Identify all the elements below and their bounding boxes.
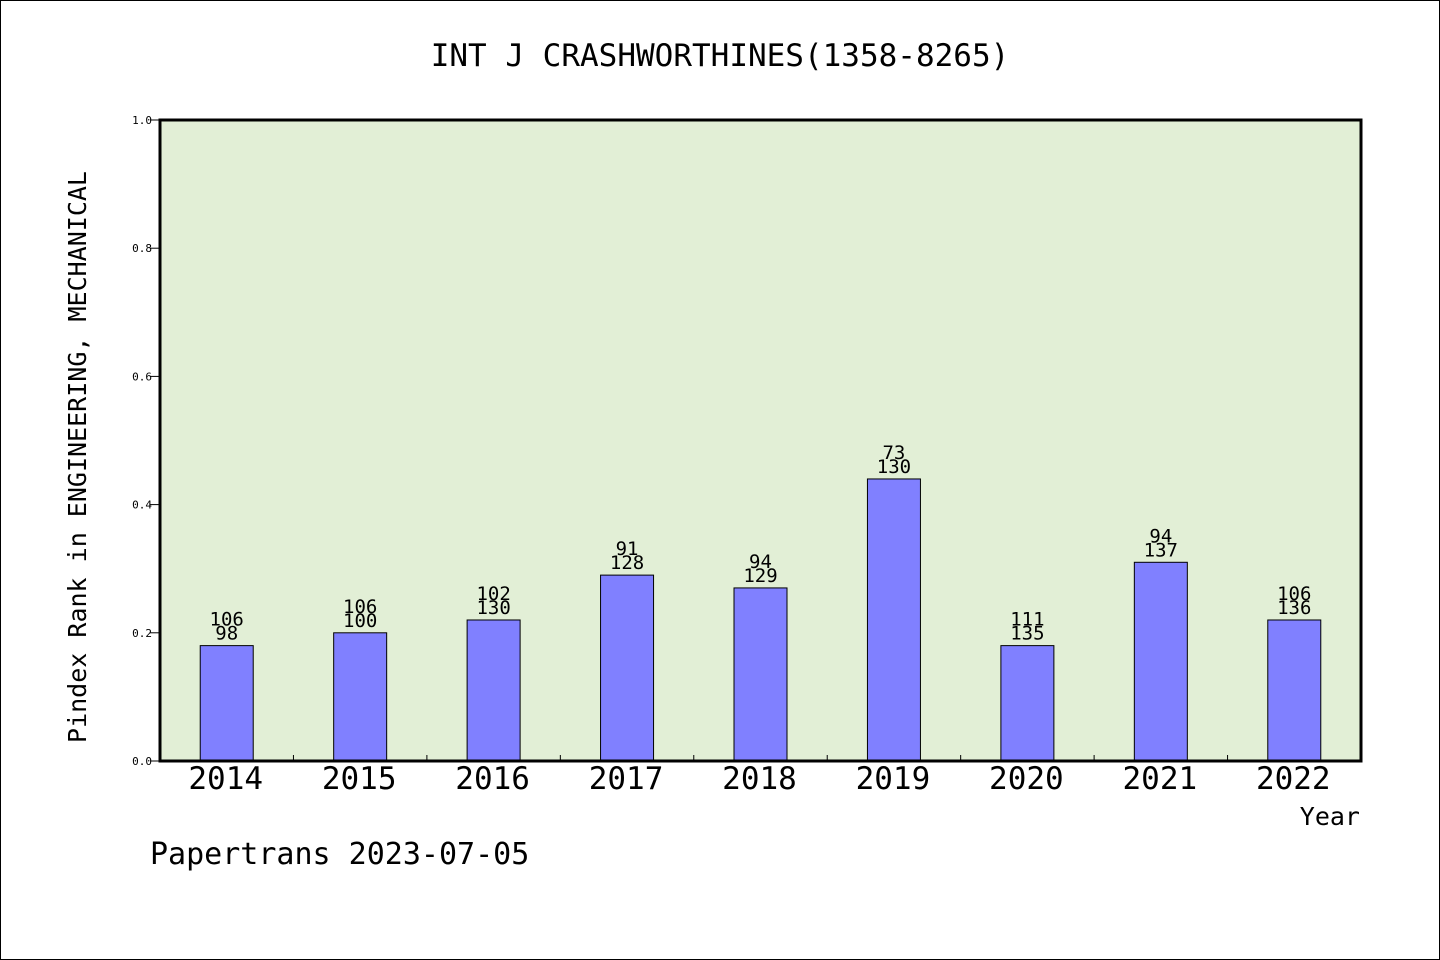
y-tick-label: 0.4 <box>132 499 152 512</box>
y-tick-label: 0.0 <box>132 755 152 768</box>
footer-text: Papertrans 2023-07-05 <box>150 837 529 872</box>
total-label: 100 <box>343 610 377 632</box>
x-tick-label: 2016 <box>455 761 530 797</box>
bar-2017 <box>600 574 655 762</box>
rank-label: 106 <box>1277 583 1311 605</box>
total-label: 135 <box>1010 623 1044 645</box>
total-label: 137 <box>1144 539 1178 561</box>
y-axis-label: Pindex Rank in ENGINEERING, MECHANICAL <box>63 171 92 743</box>
x-tick-label: 2017 <box>589 761 664 797</box>
x-axis-label: Year <box>1300 802 1360 831</box>
rank-label: 94 <box>749 551 772 573</box>
x-tick-label: 2021 <box>1123 761 1198 797</box>
rank-label: 111 <box>1010 609 1044 631</box>
rank-label: 102 <box>476 583 510 605</box>
y-axis-ticks: 0.0 0.2 0.4 0.6 0.8 1.0 <box>132 114 160 768</box>
total-label: 130 <box>877 456 911 478</box>
chart-title: INT J CRASHWORTHINES(1358-8265) <box>431 38 1010 74</box>
bar-2019 <box>866 478 921 762</box>
bar-2016 <box>466 619 521 762</box>
bar-2018 <box>733 587 788 762</box>
total-label: 136 <box>1277 597 1311 619</box>
bars-group <box>199 478 1322 762</box>
x-tick-label: 2014 <box>188 761 263 797</box>
y-tick-label: 0.8 <box>132 242 152 255</box>
rank-label: 73 <box>882 442 905 464</box>
x-tick-label: 2018 <box>722 761 797 797</box>
plot-border <box>158 118 1363 763</box>
total-label: 130 <box>476 597 510 619</box>
rank-label: 94 <box>1149 525 1172 547</box>
total-label: 128 <box>610 552 644 574</box>
y-tick-label: 1.0 <box>132 114 152 127</box>
rank-label: 106 <box>343 596 377 618</box>
x-tick-label: 2015 <box>322 761 397 797</box>
y-tick-label: 0.2 <box>132 627 152 640</box>
bar-2014 <box>199 645 254 762</box>
total-label: 129 <box>743 565 777 587</box>
x-tick-label: 2022 <box>1256 761 1331 797</box>
rank-label: 106 <box>210 609 244 631</box>
y-tick-label: 0.6 <box>132 370 152 383</box>
bar-2020 <box>1000 645 1055 762</box>
total-label: 98 <box>215 623 238 645</box>
x-tick-label: 2020 <box>989 761 1064 797</box>
bar-2015 <box>333 632 388 762</box>
rank-label: 91 <box>616 538 639 560</box>
x-axis-ticks: 2014 2015 2016 2017 2018 2019 2020 2021 2022 <box>188 755 1331 797</box>
bar-2021 <box>1133 561 1188 762</box>
bar-2022 <box>1267 619 1322 762</box>
x-tick-label: 2019 <box>856 761 931 797</box>
